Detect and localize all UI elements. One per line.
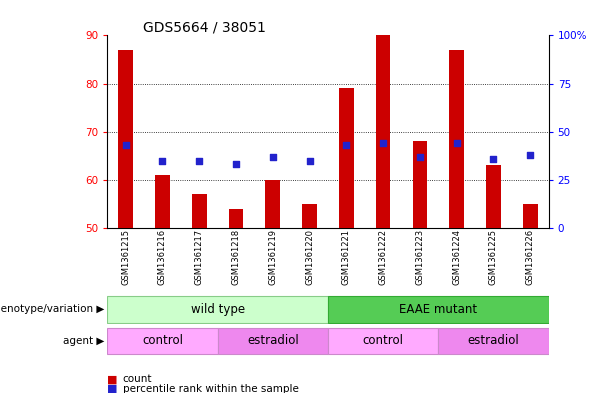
- Point: [194, 157, 204, 163]
- Bar: [486, 165, 501, 228]
- Text: GDS5664 / 38051: GDS5664 / 38051: [143, 20, 265, 34]
- Point: [378, 140, 388, 146]
- Bar: [192, 194, 207, 228]
- Bar: [218, 328, 328, 354]
- Bar: [449, 50, 464, 228]
- Text: ■: ■: [107, 384, 118, 393]
- Bar: [413, 141, 427, 228]
- Text: wild type: wild type: [191, 303, 245, 316]
- Bar: [265, 180, 280, 228]
- Bar: [107, 296, 328, 323]
- Text: ■: ■: [107, 374, 118, 384]
- Text: genotype/variation ▶: genotype/variation ▶: [0, 305, 104, 314]
- Text: percentile rank within the sample: percentile rank within the sample: [123, 384, 299, 393]
- Point: [158, 157, 167, 163]
- Bar: [328, 328, 438, 354]
- Point: [489, 156, 498, 162]
- Point: [415, 154, 425, 160]
- Bar: [155, 175, 170, 228]
- Bar: [118, 50, 133, 228]
- Point: [525, 152, 535, 158]
- Bar: [229, 209, 243, 228]
- Bar: [328, 296, 549, 323]
- Point: [452, 140, 462, 146]
- Bar: [302, 204, 317, 228]
- Text: estradiol: estradiol: [247, 334, 299, 347]
- Bar: [523, 204, 538, 228]
- Bar: [107, 328, 218, 354]
- Point: [268, 154, 278, 160]
- Text: estradiol: estradiol: [468, 334, 519, 347]
- Text: agent ▶: agent ▶: [63, 336, 104, 346]
- Point: [341, 142, 351, 148]
- Point: [231, 161, 241, 167]
- Bar: [376, 35, 390, 228]
- Bar: [339, 88, 354, 228]
- Point: [121, 142, 131, 148]
- Bar: [438, 328, 549, 354]
- Text: control: control: [363, 334, 403, 347]
- Text: control: control: [142, 334, 183, 347]
- Text: EAAE mutant: EAAE mutant: [399, 303, 478, 316]
- Text: count: count: [123, 374, 152, 384]
- Point: [305, 157, 314, 163]
